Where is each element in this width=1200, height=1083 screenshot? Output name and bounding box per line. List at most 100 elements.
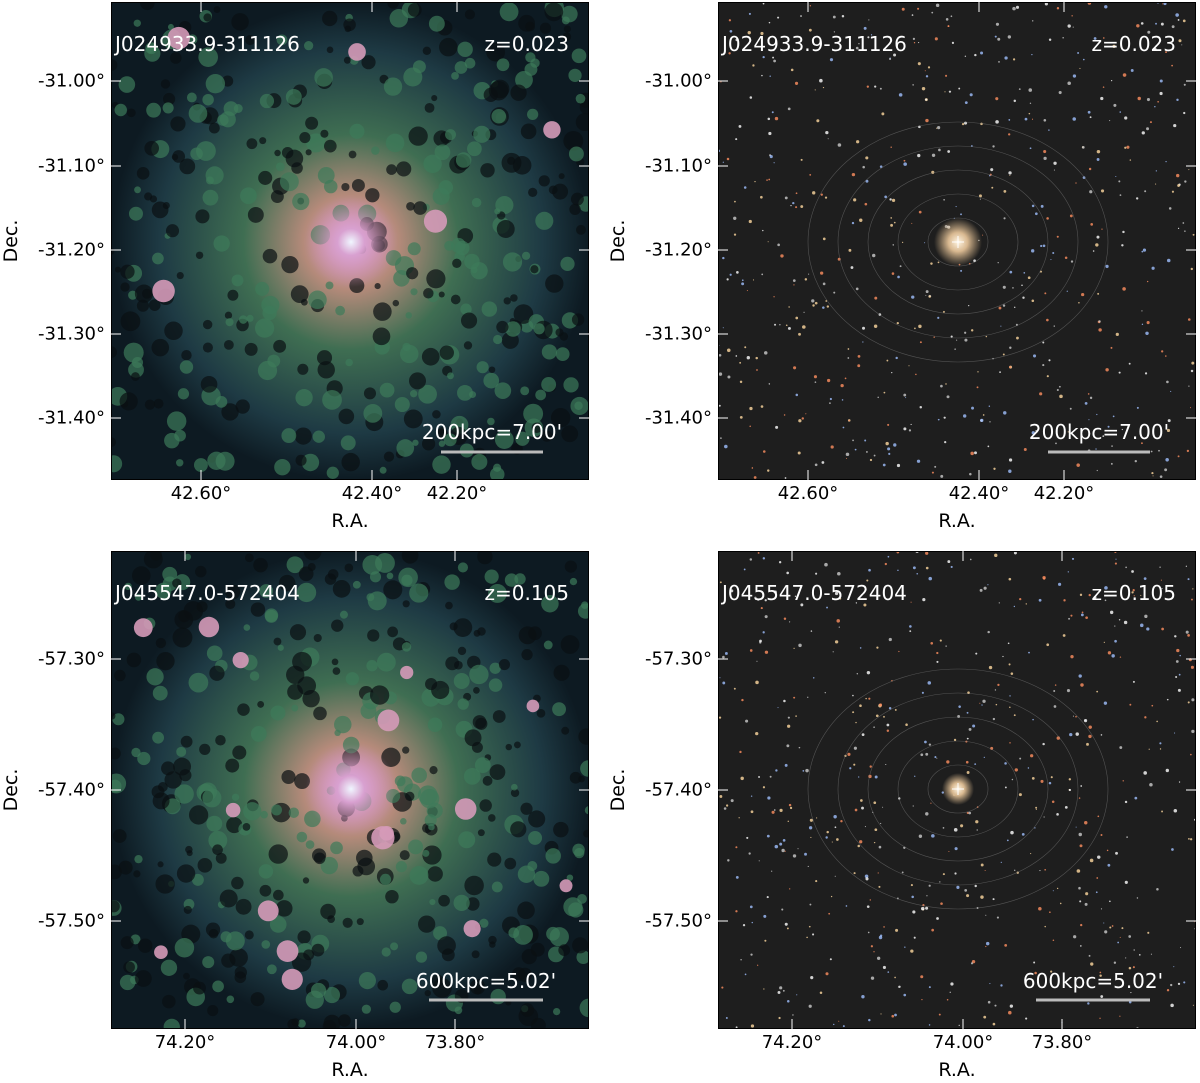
star — [1175, 660, 1179, 663]
star — [852, 694, 854, 697]
star — [805, 413, 807, 415]
star — [1053, 161, 1057, 165]
blob — [473, 125, 491, 143]
star — [755, 731, 759, 736]
blob — [200, 375, 218, 393]
star — [946, 395, 950, 399]
star — [933, 336, 935, 338]
star — [956, 339, 958, 341]
star — [1122, 780, 1124, 782]
star — [795, 715, 797, 717]
star — [889, 57, 891, 59]
star — [1113, 961, 1117, 964]
star — [1176, 648, 1180, 653]
blob — [144, 140, 159, 156]
star — [1133, 595, 1135, 597]
blob — [131, 566, 151, 585]
star — [1136, 24, 1140, 28]
star — [1053, 325, 1055, 327]
star — [722, 681, 726, 685]
blob — [351, 178, 365, 192]
blob — [314, 68, 333, 87]
star — [1157, 100, 1159, 103]
star — [1008, 1010, 1012, 1015]
star — [784, 850, 786, 852]
blob — [489, 467, 505, 480]
star — [1159, 91, 1163, 96]
blob — [563, 25, 571, 33]
star — [735, 910, 738, 913]
blob — [180, 735, 193, 748]
star — [969, 472, 972, 476]
star — [919, 405, 923, 409]
star — [927, 66, 931, 69]
star — [794, 595, 797, 597]
blob — [140, 2, 155, 11]
star — [910, 949, 914, 953]
star — [1156, 887, 1159, 891]
star — [825, 972, 829, 976]
star — [1164, 468, 1168, 472]
star — [982, 414, 985, 416]
star — [909, 625, 912, 628]
star — [1161, 350, 1164, 353]
blob — [471, 197, 482, 208]
blob — [561, 425, 579, 443]
blob — [186, 92, 197, 103]
star — [874, 828, 878, 832]
blob — [457, 41, 473, 58]
star — [853, 746, 857, 750]
star — [807, 865, 809, 867]
blob — [560, 635, 580, 654]
star — [811, 299, 815, 303]
star — [918, 210, 922, 214]
star — [789, 888, 791, 890]
star — [1134, 460, 1137, 463]
star — [750, 795, 753, 797]
blob — [434, 144, 451, 161]
blob — [444, 574, 460, 590]
star — [786, 927, 789, 930]
star — [1023, 271, 1026, 274]
star — [1174, 635, 1177, 638]
star — [780, 254, 784, 258]
blob — [445, 129, 457, 141]
blob — [259, 584, 274, 598]
star — [1048, 781, 1052, 785]
star — [924, 242, 926, 244]
blob — [212, 844, 223, 856]
star — [1029, 147, 1032, 150]
star — [782, 839, 786, 842]
blob — [511, 967, 526, 981]
star — [728, 19, 732, 22]
source — [225, 802, 241, 818]
star — [764, 615, 768, 619]
star — [1176, 173, 1180, 178]
star — [836, 838, 839, 841]
star — [1032, 354, 1037, 358]
star — [779, 842, 783, 846]
star — [928, 884, 931, 887]
star — [885, 763, 887, 766]
blob — [344, 25, 352, 33]
star — [1167, 419, 1171, 423]
star — [903, 993, 907, 997]
blob — [568, 146, 584, 162]
blob — [528, 830, 543, 845]
star — [1188, 385, 1190, 387]
star — [1159, 748, 1162, 750]
blob — [246, 138, 258, 150]
star — [833, 31, 836, 33]
star — [1004, 786, 1007, 789]
blob — [317, 166, 335, 184]
star — [874, 775, 878, 779]
blob — [334, 715, 352, 734]
star — [1184, 230, 1186, 232]
star — [888, 707, 892, 710]
star — [806, 936, 808, 939]
star — [995, 120, 999, 124]
star — [837, 571, 841, 576]
star — [997, 261, 999, 264]
star — [816, 817, 818, 819]
star — [1097, 292, 1100, 295]
